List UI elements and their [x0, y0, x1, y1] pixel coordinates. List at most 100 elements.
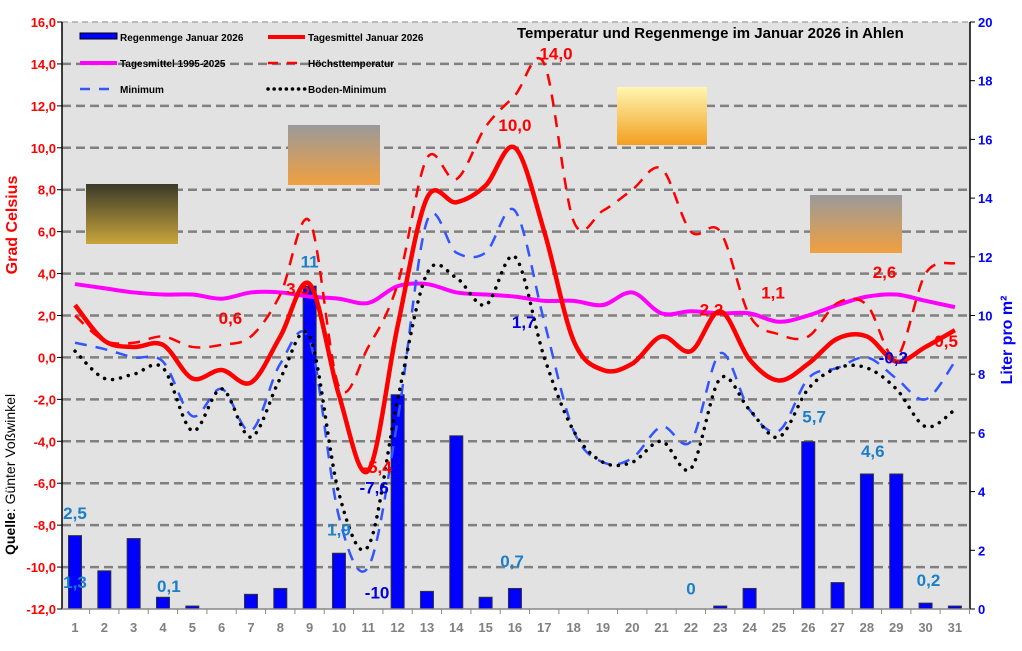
- x-tick-label: 18: [566, 620, 580, 635]
- data-label: 0,6: [219, 309, 243, 328]
- sun-weather-image: [617, 87, 707, 145]
- data-label: 1,7: [512, 313, 536, 332]
- x-tick-label: 7: [247, 620, 254, 635]
- y-tick-label: 10,0: [31, 141, 56, 156]
- rain-bar: [126, 538, 141, 610]
- y-tick-label: -2,0: [34, 392, 56, 407]
- rain-bar: [331, 552, 346, 610]
- data-label: 2,5: [63, 504, 87, 523]
- h-chsttemperatur-line: [74, 56, 956, 394]
- x-tick-label: 19: [596, 620, 610, 635]
- legend-label: Höchsttemperatur: [308, 59, 394, 70]
- data-label: 1,3: [63, 573, 87, 592]
- y-tick-label: 4,0: [38, 267, 56, 282]
- legend-label: Tagesmittel 1995-2025: [120, 59, 226, 70]
- y-tick-label: -10,0: [26, 560, 56, 575]
- data-label: -10: [365, 584, 390, 603]
- data-label: 1,1: [761, 284, 785, 303]
- x-tick-label: 8: [277, 620, 284, 635]
- y-tick-label: 14,0: [31, 57, 56, 72]
- data-label: -7,6: [360, 479, 389, 498]
- x-tick-label: 4: [159, 620, 167, 635]
- rain-bar: [155, 596, 170, 610]
- y-tick-label: -12,0: [26, 602, 56, 617]
- x-tick-label: 30: [918, 620, 932, 635]
- y2-tick-label: 4: [978, 485, 986, 500]
- y-tick-label: 8,0: [38, 183, 56, 198]
- y-tick-label: 16,0: [31, 15, 56, 30]
- x-tick-label: 26: [801, 620, 815, 635]
- x-tick-label: 2: [101, 620, 108, 635]
- x-tick-label: 24: [742, 620, 757, 635]
- data-label: 0,7: [500, 552, 524, 571]
- x-tick-label: 31: [948, 620, 962, 635]
- y2-tick-label: 12: [978, 250, 992, 265]
- boden-minimum-line: [73, 254, 957, 552]
- y-tick-label: -4,0: [34, 434, 56, 449]
- data-label: -0,2: [879, 349, 908, 368]
- y2-tick-label: 10: [978, 309, 992, 324]
- data-label: -5,4: [362, 458, 392, 477]
- rain-bar: [507, 587, 522, 610]
- rain-bar: [830, 582, 845, 610]
- x-tick-label: 1: [71, 620, 78, 635]
- rain-bar: [419, 590, 434, 610]
- x-tick-label: 13: [420, 620, 434, 635]
- rain-bar: [889, 473, 904, 610]
- y-tick-label: -6,0: [34, 476, 56, 491]
- x-tick-label: 25: [772, 620, 786, 635]
- legend-label: Boden-Minimum: [308, 85, 386, 96]
- y2-tick-label: 0: [978, 602, 985, 617]
- source-credit: Quelle: Günter Voßwinkel: [2, 394, 18, 555]
- data-label: 10,0: [498, 116, 531, 135]
- x-tick-label: 21: [654, 620, 668, 635]
- rain-bar: [918, 602, 933, 610]
- data-label: 11: [301, 252, 319, 271]
- x-tick-label: 6: [218, 620, 225, 635]
- source-label: Quelle: [2, 512, 18, 555]
- data-label: 3,5: [286, 280, 310, 299]
- y-tick-label: 6,0: [38, 225, 56, 240]
- x-tick-label: 20: [625, 620, 639, 635]
- data-label: 0,2: [917, 571, 941, 590]
- data-label: 0,5: [934, 332, 958, 351]
- source-name: : Günter Voßwinkel: [2, 394, 18, 512]
- x-tick-label: 10: [332, 620, 346, 635]
- data-label: 2,6: [873, 263, 897, 282]
- rain-bar: [449, 435, 464, 610]
- data-label: 2,2: [700, 301, 724, 320]
- x-tick-label: 23: [713, 620, 727, 635]
- y2-tick-label: 8: [978, 367, 985, 382]
- data-label: 5,7: [802, 407, 826, 426]
- y2-tick-label: 18: [978, 74, 992, 89]
- data-label: 0,1: [157, 577, 181, 596]
- x-tick-label: 15: [478, 620, 492, 635]
- x-tick-label: 28: [860, 620, 874, 635]
- cloud-sun-weather-image: [288, 125, 380, 185]
- legend-label: Regenmenge Januar 2026: [120, 33, 244, 44]
- tagesmittel-1995-2025-line: [74, 281, 956, 324]
- cloud-sun-weather-image: [810, 195, 902, 253]
- legend-label: Minimum: [120, 85, 164, 96]
- x-tick-label: 27: [830, 620, 844, 635]
- data-label: 14,0: [539, 44, 572, 63]
- legend-swatch: [79, 32, 118, 40]
- data-label: 4,6: [861, 442, 885, 461]
- x-tick-label: 22: [684, 620, 698, 635]
- rain-bar: [97, 570, 112, 610]
- y2-axis-label: Liter pro m²: [999, 296, 1016, 385]
- x-tick-label: 17: [537, 620, 551, 635]
- legend-label: Tagesmittel Januar 2026: [308, 33, 424, 44]
- rain-weather-image: [86, 184, 178, 244]
- chart-title: Temperatur und Regenmenge im Januar 2026…: [517, 25, 904, 42]
- rain-bar: [801, 441, 816, 610]
- y2-tick-label: 20: [978, 15, 992, 30]
- rain-bar: [273, 587, 288, 610]
- y-tick-label: 2,0: [38, 309, 56, 324]
- y-tick-label: 12,0: [31, 99, 56, 114]
- y2-tick-label: 16: [978, 132, 992, 147]
- y2-tick-label: 2: [978, 543, 985, 558]
- rain-bar: [478, 596, 493, 610]
- y2-tick-label: 6: [978, 426, 985, 441]
